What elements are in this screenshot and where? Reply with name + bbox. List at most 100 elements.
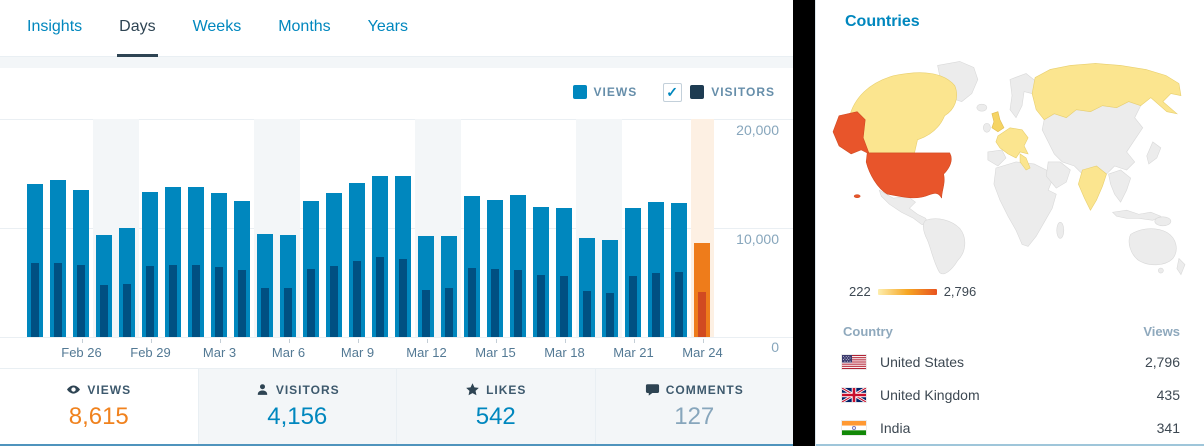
period-tabbar: Insights Days Weeks Months Years [0,0,793,57]
tab-days[interactable]: Days [117,0,158,57]
chart-bar-mar-4[interactable] [231,119,254,337]
chart-bar-mar-19[interactable] [576,119,599,337]
chart-bar-feb-26[interactable] [70,119,93,337]
summary-tab-views[interactable]: VIEWS 8,615 [0,369,198,446]
chart-bar-mar-22[interactable] [645,119,668,337]
chart-bar-mar-2[interactable] [185,119,208,337]
country-views: 2,796 [1144,353,1180,370]
heat-max-label: 2,796 [943,284,977,299]
country-name: India [880,419,911,436]
countries-panel: Countries [815,0,1204,446]
uk-flag-icon [842,387,866,402]
x-axis-label: Feb 29 [130,345,171,360]
map-tasmania [1158,267,1164,274]
chart-bar-mar-16[interactable] [507,119,530,337]
countries-title: Countries [845,13,920,30]
us-flag-icon [842,354,866,369]
map-indonesia [1111,209,1162,221]
summary-tab-likes[interactable]: LIKES 542 [396,369,595,446]
tab-years[interactable]: Years [367,18,408,35]
chart-bar-mar-5[interactable] [254,119,277,337]
visitors-swatch-icon [690,85,705,99]
chart-bar-mar-10[interactable] [369,119,392,337]
map-middle-east [1045,161,1071,189]
map-south-america [923,218,966,275]
x-axis-tick [150,339,152,343]
chart-bar-feb-25[interactable] [47,119,70,337]
chart-bar-mar-8[interactable] [323,119,346,337]
chart-bar-mar-23[interactable] [668,119,691,337]
summary-tab-visitors[interactable]: VISITORS 4,156 [197,369,396,446]
chart-bar-feb-29[interactable] [139,119,162,337]
chart-bar-mar-15[interactable] [484,119,507,337]
summary-comments-value: 127 [674,403,715,430]
visitors-bar [652,273,660,337]
map-scandinavia [1009,73,1037,119]
chart-bar-mar-21[interactable] [622,119,645,337]
heat-min-label: 222 [849,284,871,299]
visitors-bar [284,287,292,337]
chart-bar-feb-24[interactable] [24,119,47,337]
x-axis-tick [81,339,83,343]
visitors-bar [31,262,39,337]
chart-bar-mar-12[interactable] [415,119,438,337]
chart-bar-mar-6[interactable] [277,119,300,337]
table-row-united-kingdom[interactable]: United Kingdom 435 [835,378,1180,411]
x-axis-label: Mar 15 [475,345,516,360]
visitors-bar [399,259,407,337]
india-flag-icon [842,420,866,435]
legend-visitors-label: VISITORS [711,85,775,99]
x-axis-tick [219,339,221,343]
chart-legend: VIEWS VISITORS [0,68,793,116]
legend-visitors[interactable]: VISITORS [663,82,775,102]
visitors-bar [606,292,614,337]
chart-bar-mar-7[interactable] [300,119,323,337]
chart-bar-feb-28[interactable] [116,119,139,337]
legend-views[interactable]: VIEWS [572,85,638,99]
table-row-united-states[interactable]: United States 2,796 [835,345,1180,378]
summary-likes-value: 542 [475,403,516,430]
chart-bar-mar-24[interactable] [691,119,714,337]
chart-bar-mar-14[interactable] [461,119,484,337]
chart-bar-mar-1[interactable] [162,119,185,337]
country-name: United States [880,353,965,370]
countries-table-header: Country Views [843,324,1180,339]
chart-bar-mar-11[interactable] [392,119,415,337]
chart-bar-mar-9[interactable] [346,119,369,337]
chart-plot: 20,000 10,000 0 [0,116,793,355]
views-swatch-icon [572,85,587,99]
visitors-bar [491,269,499,337]
chart-bar-mar-17[interactable] [530,119,553,337]
tab-weeks[interactable]: Weeks [192,18,242,35]
visitors-checkbox[interactable] [663,82,683,102]
chart-bar-mar-3[interactable] [208,119,231,337]
visitors-bar [238,270,246,337]
map-iceland [976,103,988,112]
country-column-header: Country [843,324,893,339]
chart-bar-mar-18[interactable] [553,119,576,337]
map-new-zealand [1176,257,1186,276]
chart-x-axis: Feb 26 Feb 29 Mar 3 Mar 6 Mar 9 Mar 12 Mar 15 M… [0,338,793,368]
chart-bar-feb-27[interactable] [93,119,116,337]
map-united-states [865,152,952,199]
world-map[interactable] [829,56,1191,282]
y-axis-label: 10,000 [736,231,779,247]
summary-tab-comments[interactable]: COMMENTS 127 [594,369,793,446]
map-ireland [983,122,991,133]
tab-months[interactable]: Months [278,18,331,35]
x-axis-label: Mar 12 [406,345,447,360]
map-new-guinea [1154,216,1172,227]
chart-bar-mar-13[interactable] [438,119,461,337]
x-axis-tick [702,339,704,343]
tab-insights[interactable]: Insights [27,18,83,35]
visitors-bar [583,291,591,337]
x-axis-tick [495,339,497,343]
chart-bar-mar-20[interactable] [599,119,622,337]
visitors-bar [445,287,453,337]
map-africa [993,161,1057,247]
table-row-india[interactable]: India 341 [835,411,1180,444]
visitors-bar [330,265,338,337]
x-axis-tick [564,339,566,343]
map-italy [1019,153,1031,171]
